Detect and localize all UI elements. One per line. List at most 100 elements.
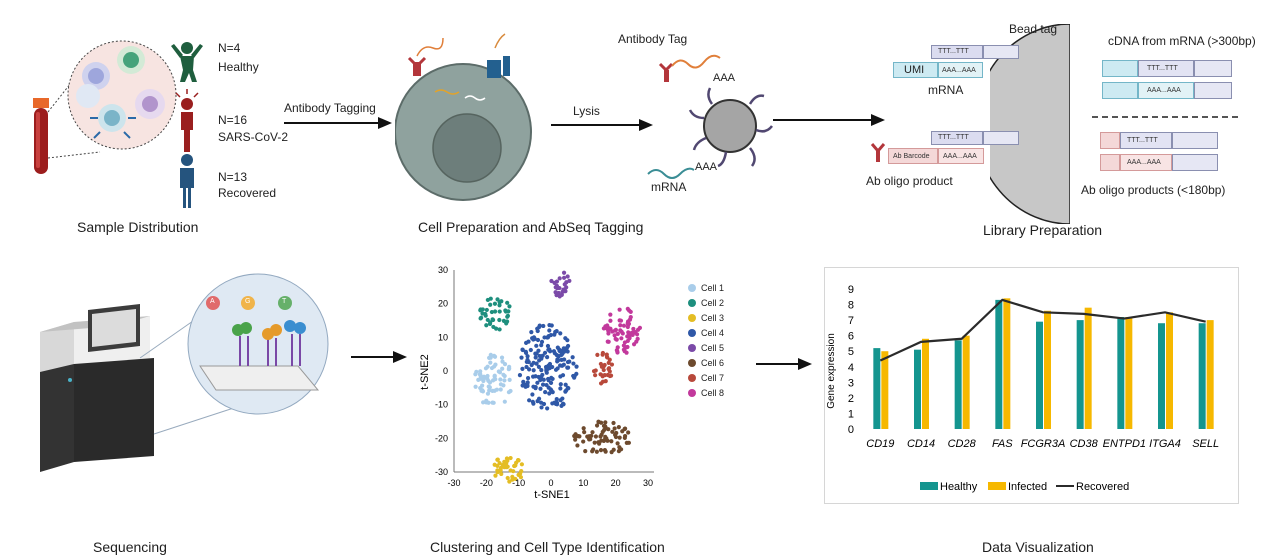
- base-a: A: [210, 298, 215, 305]
- tsne-point: [486, 384, 491, 389]
- sample-distribution-caption: Sample Distribution: [77, 219, 199, 235]
- mrna-lysis-label: mRNA: [651, 180, 687, 194]
- bead-half-icon: [990, 24, 1070, 224]
- tsne-point: [537, 358, 542, 363]
- tsne-point: [608, 326, 613, 331]
- lysis-label: Lysis: [573, 104, 600, 118]
- tsne-point: [617, 435, 622, 440]
- tsne-point: [601, 367, 606, 373]
- tsne-legend-item: Cell 7: [688, 370, 724, 385]
- bar-infected: [1166, 312, 1173, 429]
- tsne-point: [499, 355, 505, 360]
- tsne-point: [496, 369, 501, 374]
- tsne-point: [605, 339, 610, 344]
- covid-count: N=16: [218, 113, 248, 127]
- tsne-point: [492, 462, 497, 467]
- tsne-point: [478, 373, 483, 378]
- tsne-point: [490, 378, 496, 383]
- recovered-label: Recovered: [218, 186, 277, 200]
- library-arrow: [773, 114, 885, 126]
- tsne-legend-item: Cell 1: [688, 280, 724, 295]
- antibody-tagging-arrow: [284, 117, 392, 129]
- bar-healthy: [873, 348, 881, 429]
- tsne-point: [555, 359, 560, 364]
- tsne-point: [565, 343, 571, 349]
- tsne-point: [563, 382, 568, 387]
- ttt-bottom-label: TTT...TTT: [938, 134, 969, 141]
- lysis-arrow: [551, 119, 653, 131]
- tsne-point: [573, 437, 578, 442]
- tsne-point: [594, 449, 599, 454]
- tsne-point: [542, 335, 547, 340]
- bar-infected: [1084, 307, 1092, 429]
- tsne-point: [493, 326, 499, 331]
- tsne-point: [555, 286, 560, 291]
- tsne-point: [544, 382, 549, 388]
- tsne-point: [488, 296, 493, 301]
- tsne-point: [616, 449, 622, 454]
- tsne-point: [502, 459, 507, 464]
- tsne-point: [602, 373, 607, 378]
- tsne-point: [599, 420, 604, 425]
- tsne-point: [492, 364, 497, 369]
- tsne-point: [541, 323, 546, 329]
- tsne-point: [533, 386, 538, 391]
- tsne-point: [544, 370, 549, 375]
- tsne-point: [540, 382, 546, 387]
- tsne-point: [582, 430, 587, 435]
- tsne-point: [502, 399, 507, 404]
- tsne-point: [558, 386, 563, 391]
- healthy-count: N=4: [218, 41, 241, 55]
- tsne-point: [499, 471, 504, 477]
- tsne-point: [575, 443, 580, 448]
- tsne-point: [603, 424, 608, 429]
- base-t: T: [282, 298, 287, 305]
- legend-label: Cell 3: [701, 312, 725, 323]
- tsne-point: [609, 450, 614, 455]
- tsne-point: [552, 400, 557, 405]
- chart-ytick: 7: [848, 315, 854, 327]
- tsne-point: [613, 327, 619, 332]
- tsne-point: [490, 317, 496, 323]
- bar-healthy: [1076, 320, 1084, 429]
- tsne-point: [561, 275, 567, 280]
- tsne-legend: Cell 1 Cell 2 Cell 3 Cell 4 Cell 5 Cell 6 Cell…: [688, 280, 724, 400]
- tsne-point: [538, 377, 543, 383]
- bar-healthy: [995, 299, 1003, 429]
- covid-label: SARS-CoV-2: [218, 130, 289, 144]
- legend-swatch: [988, 482, 1006, 490]
- tsne-point: [506, 390, 512, 395]
- tsne-xtick: 30: [643, 478, 653, 488]
- tsne-point: [554, 397, 559, 402]
- tsne-point: [637, 325, 643, 331]
- tsne-point: [535, 337, 541, 343]
- tsne-point: [565, 349, 570, 354]
- tsne-point: [627, 336, 632, 341]
- legend-dot: [688, 388, 696, 397]
- tsne-point: [609, 362, 615, 367]
- tsne-point: [488, 352, 493, 358]
- tsne-point: [495, 297, 500, 302]
- chart-ytick: 1: [848, 408, 854, 420]
- tsne-point: [547, 349, 553, 354]
- tsne-point: [558, 331, 563, 336]
- seq-to-cluster-arrow: [351, 351, 407, 363]
- tsne-xtick: 0: [548, 478, 553, 488]
- tsne-point: [519, 462, 524, 467]
- tsne-point: [606, 360, 611, 365]
- tsne-point: [498, 468, 503, 473]
- tsne-point: [554, 353, 559, 358]
- tsne-point: [525, 382, 530, 387]
- tsne-point: [495, 468, 500, 473]
- tsne-point: [492, 388, 497, 393]
- tsne-point: [562, 282, 567, 287]
- tsne-point: [539, 343, 544, 348]
- tsne-point: [557, 294, 562, 299]
- cdna-ttt-label: TTT...TTT: [1147, 65, 1178, 72]
- tsne-point: [598, 447, 604, 453]
- tsne-point: [525, 376, 531, 381]
- tsne-point: [488, 360, 493, 365]
- legend-label: Cell 4: [701, 327, 725, 338]
- antibody-tag-label: Antibody Tag: [618, 32, 688, 46]
- legend-swatch: [920, 482, 938, 490]
